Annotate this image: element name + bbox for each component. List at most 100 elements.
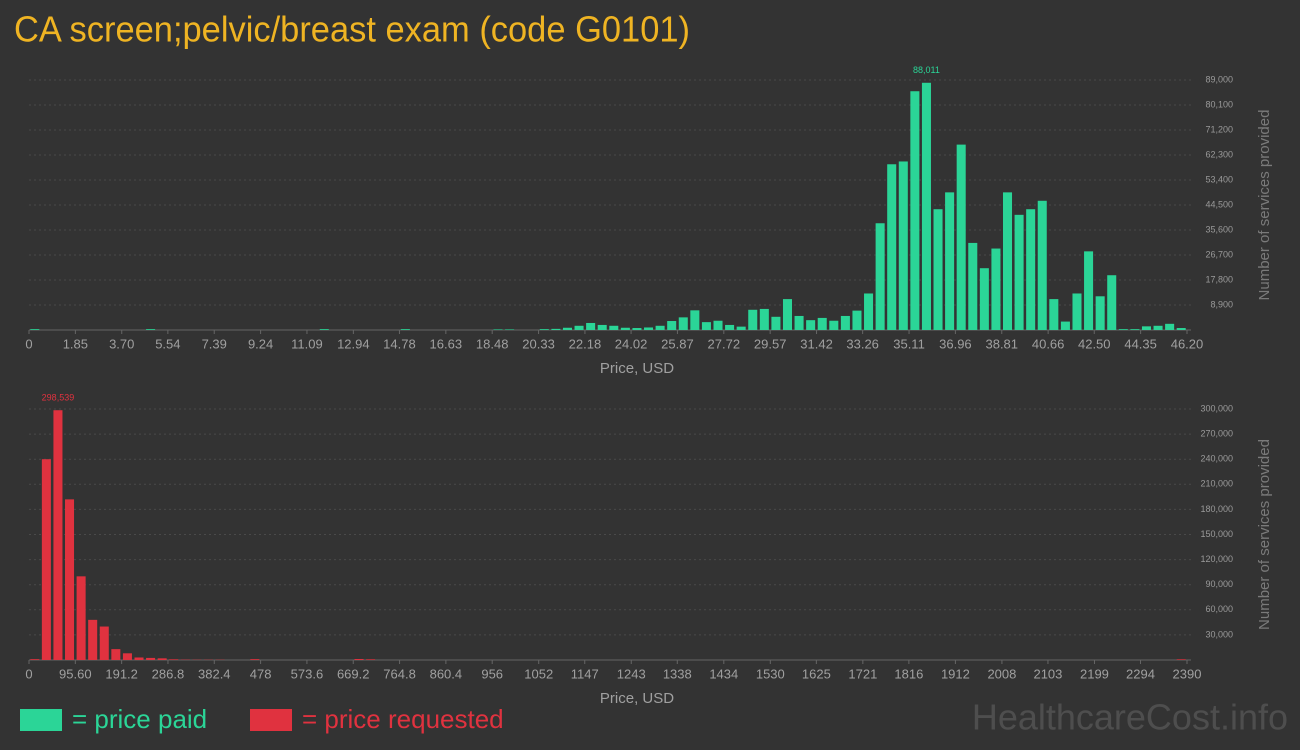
bar xyxy=(1049,299,1059,330)
bar xyxy=(956,144,966,330)
watermark: HealthcareCost.info xyxy=(972,697,1288,738)
legend-swatch xyxy=(20,709,62,731)
x-tick-label: 16.63 xyxy=(430,336,463,351)
bar xyxy=(169,659,179,660)
x-tick-label: 40.66 xyxy=(1032,336,1065,351)
bar xyxy=(1095,296,1105,330)
bar xyxy=(1141,326,1151,330)
bar xyxy=(53,410,63,660)
legend-swatch xyxy=(250,709,292,731)
bar xyxy=(620,327,630,330)
x-tick-label: 14.78 xyxy=(383,336,416,351)
x-tick-label: 44.35 xyxy=(1124,336,1157,351)
bar xyxy=(864,293,874,330)
y-tick-label: 120,000 xyxy=(1200,554,1233,564)
x-tick-label: 1243 xyxy=(617,666,646,681)
bar xyxy=(134,657,144,660)
x-tick-label: 11.09 xyxy=(291,336,323,351)
bar xyxy=(505,329,515,330)
x-tick-label: 38.81 xyxy=(985,336,1018,351)
x-tick-label: 33.26 xyxy=(846,336,879,351)
x-tick-label: 1338 xyxy=(663,666,692,681)
bar xyxy=(1014,214,1024,330)
bar xyxy=(771,316,781,330)
y-tick-label: 8,900 xyxy=(1210,299,1233,309)
bar xyxy=(979,268,989,330)
x-tick-label: 2294 xyxy=(1126,666,1155,681)
bar xyxy=(354,658,364,660)
bar xyxy=(690,310,700,330)
x-tick-label: 1.85 xyxy=(63,336,88,351)
bar xyxy=(146,657,156,660)
x-tick-label: 286.8 xyxy=(152,666,185,681)
bar xyxy=(1118,329,1128,330)
bar xyxy=(319,329,329,330)
bar xyxy=(146,329,156,330)
x-tick-label: 12.94 xyxy=(337,336,370,351)
x-tick-label: 20.33 xyxy=(522,336,555,351)
y-tick-label: 90,000 xyxy=(1205,579,1233,589)
bar xyxy=(840,315,850,330)
bar xyxy=(852,310,862,330)
bar xyxy=(1153,325,1163,330)
bar xyxy=(898,161,908,330)
x-tick-label: 478 xyxy=(250,666,272,681)
x-tick-label: 7.39 xyxy=(202,336,227,351)
x-tick-label: 29.57 xyxy=(754,336,787,351)
bar xyxy=(122,653,132,660)
y-tick-label: 71,200 xyxy=(1205,124,1233,134)
y-axis-label: Number of services provided xyxy=(1256,110,1273,301)
bar xyxy=(366,659,376,660)
bar xyxy=(562,327,572,330)
bar xyxy=(667,321,677,330)
x-tick-label: 0 xyxy=(25,666,32,681)
y-tick-label: 44,500 xyxy=(1205,199,1233,209)
bar xyxy=(921,82,931,330)
bar xyxy=(1107,275,1117,330)
y-tick-label: 17,800 xyxy=(1205,274,1233,284)
bar xyxy=(586,322,596,330)
x-tick-label: 22.18 xyxy=(569,336,602,351)
y-tick-label: 30,000 xyxy=(1205,629,1233,639)
bar xyxy=(632,328,642,330)
y-tick-label: 150,000 xyxy=(1200,529,1233,539)
x-tick-label: 2008 xyxy=(987,666,1016,681)
bar xyxy=(1002,192,1013,330)
x-tick-label: 1816 xyxy=(894,666,923,681)
x-tick-label: 24.02 xyxy=(615,336,648,351)
x-tick-label: 1912 xyxy=(941,666,970,681)
bar xyxy=(829,320,839,330)
x-tick-label: 764.8 xyxy=(383,666,416,681)
x-tick-label: 9.24 xyxy=(248,336,273,351)
bar xyxy=(30,329,40,330)
y-tick-label: 300,000 xyxy=(1200,403,1233,413)
x-tick-label: 669.2 xyxy=(337,666,370,681)
bar xyxy=(806,320,816,330)
x-axis-label: Price, USD xyxy=(600,690,674,707)
x-axis-label: Price, USD xyxy=(600,360,674,377)
x-tick-label: 35.11 xyxy=(893,336,925,351)
bar xyxy=(99,626,109,660)
x-tick-label: 956 xyxy=(481,666,503,681)
bar xyxy=(609,325,619,330)
y-tick-label: 270,000 xyxy=(1200,428,1233,438)
x-tick-label: 36.96 xyxy=(939,336,972,351)
bar xyxy=(910,91,920,330)
bar xyxy=(400,329,410,330)
bar xyxy=(597,324,607,330)
bar xyxy=(88,619,98,660)
x-tick-label: 191.2 xyxy=(105,666,138,681)
value-label: 298,539 xyxy=(42,393,75,403)
bar xyxy=(748,309,758,330)
bar xyxy=(65,499,75,660)
bar xyxy=(1072,293,1082,330)
bar xyxy=(875,223,885,330)
bar xyxy=(250,659,260,660)
x-tick-label: 860.4 xyxy=(430,666,463,681)
bar xyxy=(1037,200,1047,330)
bar xyxy=(493,329,503,330)
x-tick-label: 573.6 xyxy=(291,666,324,681)
bar xyxy=(759,308,769,330)
